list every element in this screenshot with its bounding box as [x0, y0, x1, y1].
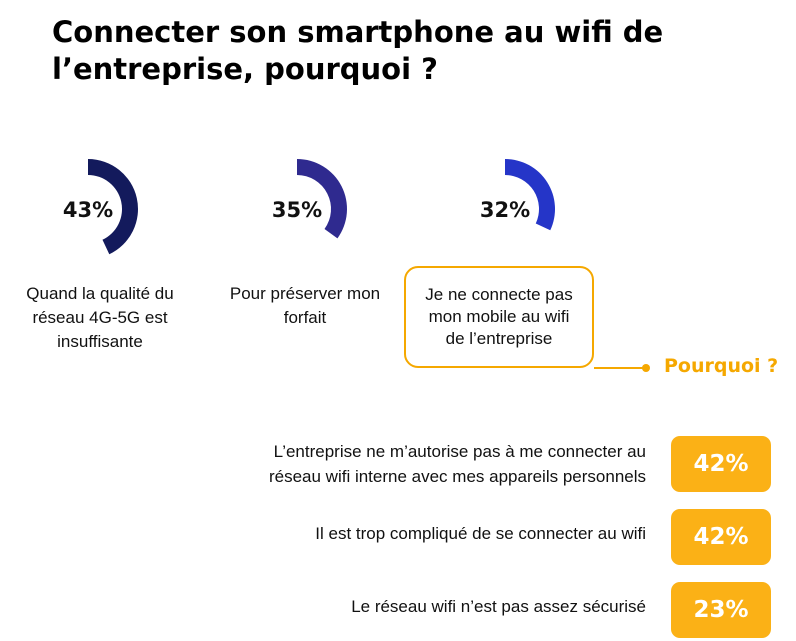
donut-value-label-2: 35%: [272, 198, 322, 222]
donut-value-label-3: 32%: [480, 198, 530, 222]
reason-text-line: réseau wifi interne avec mes appareils p…: [268, 467, 646, 486]
stat-label-no-connection: Je ne connecte pas mon mobile au wifi de…: [404, 266, 594, 368]
reason-text-not-allowed: L’entreprise ne m’autorise pas à me conn…: [269, 439, 646, 489]
donut-value-label-1: 43%: [63, 198, 113, 222]
why-heading: Pourquoi ?: [664, 355, 779, 377]
donut-arc-3: [505, 159, 555, 231]
connector-dot: [642, 364, 650, 372]
reason-badge-not-secure: 23%: [671, 582, 771, 638]
stat-label-network-quality: Quand la qualité du réseau 4G-5G est ins…: [26, 284, 174, 351]
reason-text-too-complicated: Il est trop compliqué de se connecter au…: [315, 524, 646, 543]
connector-line: [594, 367, 645, 369]
reason-badge-too-complicated: 42%: [671, 509, 771, 565]
page-title: Connecter son smartphone au wifi de l’en…: [52, 15, 664, 86]
stat-label-save-plan: Pour préserver mon forfait: [229, 284, 381, 327]
donut-arc-2: [297, 159, 347, 239]
reason-badge-not-allowed: 42%: [671, 436, 771, 492]
donut-arc-1: [88, 159, 138, 255]
reason-text-line: L’entreprise ne m’autorise pas à me conn…: [273, 442, 646, 461]
reason-text-not-secure: Le réseau wifi n’est pas assez sécurisé: [351, 597, 646, 616]
